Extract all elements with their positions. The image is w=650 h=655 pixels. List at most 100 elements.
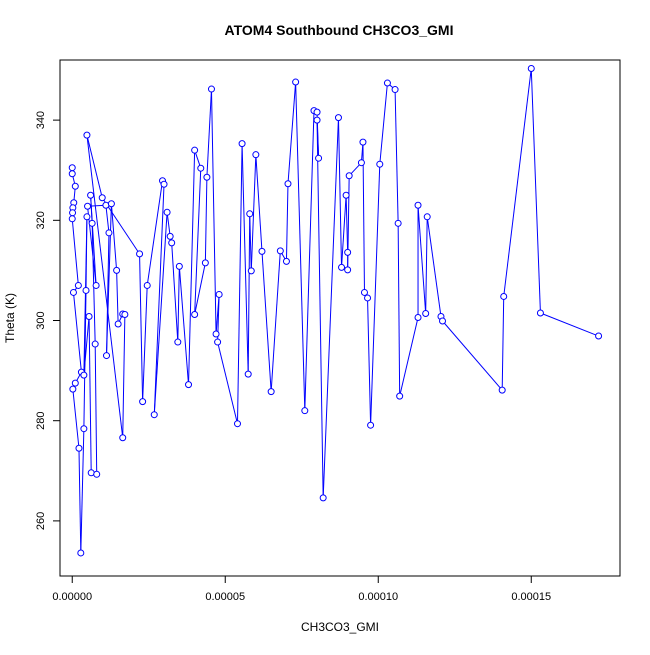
data-point bbox=[320, 495, 326, 501]
series-segment bbox=[286, 184, 288, 262]
data-point bbox=[234, 421, 240, 427]
data-point bbox=[285, 181, 291, 187]
data-point bbox=[358, 160, 364, 166]
data-point bbox=[245, 371, 251, 377]
data-point bbox=[247, 211, 253, 217]
series-segment bbox=[288, 82, 296, 184]
series-segment bbox=[380, 83, 388, 164]
data-point bbox=[176, 263, 182, 269]
series-segment bbox=[178, 266, 180, 342]
data-point bbox=[316, 155, 322, 161]
series-segment bbox=[371, 164, 380, 425]
data-point bbox=[415, 202, 421, 208]
data-point bbox=[70, 210, 76, 216]
data-point bbox=[76, 445, 82, 451]
series-segment bbox=[154, 184, 164, 414]
data-point bbox=[169, 240, 175, 246]
data-point bbox=[84, 132, 90, 138]
series-lines bbox=[72, 69, 598, 553]
data-point bbox=[365, 295, 371, 301]
x-tick-label: 0.00010 bbox=[358, 591, 398, 603]
series-segment bbox=[250, 214, 252, 271]
data-point bbox=[314, 109, 320, 115]
data-point bbox=[72, 380, 78, 386]
series-segment bbox=[342, 195, 347, 267]
data-point bbox=[302, 408, 308, 414]
data-point bbox=[314, 117, 320, 123]
data-point bbox=[415, 315, 421, 321]
series-segment bbox=[400, 318, 418, 397]
data-point bbox=[345, 249, 351, 255]
series-segment bbox=[189, 150, 195, 384]
data-point bbox=[395, 220, 401, 226]
series-segment bbox=[140, 254, 143, 402]
series-segment bbox=[143, 285, 148, 401]
series-segment bbox=[73, 389, 79, 448]
series-segment bbox=[211, 89, 216, 334]
data-point bbox=[253, 152, 259, 158]
data-point bbox=[361, 289, 367, 295]
data-point bbox=[268, 389, 274, 395]
data-point bbox=[92, 341, 98, 347]
data-point bbox=[335, 115, 341, 121]
data-point bbox=[248, 268, 254, 274]
series-segment bbox=[87, 135, 102, 198]
data-point bbox=[115, 321, 121, 327]
data-point bbox=[208, 86, 214, 92]
data-point bbox=[339, 264, 345, 270]
data-point bbox=[440, 318, 446, 324]
series-segment bbox=[368, 298, 371, 425]
data-point bbox=[215, 339, 221, 345]
data-point bbox=[198, 165, 204, 171]
data-point bbox=[283, 258, 289, 264]
data-point bbox=[501, 293, 507, 299]
data-point bbox=[72, 183, 78, 189]
data-point bbox=[108, 201, 114, 207]
data-point bbox=[104, 353, 110, 359]
data-point bbox=[81, 372, 87, 378]
series-segment bbox=[271, 251, 280, 392]
series-segment bbox=[117, 270, 119, 324]
series-segment bbox=[111, 204, 116, 271]
series-segment bbox=[323, 118, 338, 498]
data-point bbox=[86, 314, 92, 320]
y-tick-label: 320 bbox=[35, 211, 47, 229]
data-point bbox=[343, 192, 349, 198]
series-segment bbox=[167, 212, 170, 236]
series-segment bbox=[504, 69, 532, 297]
data-point bbox=[83, 287, 89, 293]
data-point bbox=[69, 216, 75, 222]
chart-title: ATOM4 Southbound CH3CO3_GMI bbox=[225, 22, 454, 38]
y-axis-label: Theta (K) bbox=[3, 293, 17, 343]
data-point bbox=[368, 422, 374, 428]
data-point bbox=[239, 141, 245, 147]
series-segment bbox=[398, 223, 400, 396]
series-segment bbox=[72, 219, 78, 286]
x-tick-label: 0.00000 bbox=[52, 591, 92, 603]
data-point bbox=[528, 66, 534, 72]
data-point bbox=[122, 311, 128, 317]
data-point bbox=[75, 282, 81, 288]
data-point bbox=[377, 161, 383, 167]
data-point bbox=[81, 426, 87, 432]
plot-frame bbox=[60, 60, 620, 576]
data-point bbox=[345, 267, 351, 273]
series-segment bbox=[426, 217, 428, 314]
series-segment bbox=[207, 89, 212, 177]
series-segment bbox=[73, 292, 81, 372]
series-segment bbox=[179, 266, 188, 384]
series-segment bbox=[172, 243, 178, 342]
data-point bbox=[88, 192, 94, 198]
x-axis-label: CH3CO3_GMI bbox=[301, 620, 379, 634]
data-point bbox=[151, 412, 157, 418]
data-point bbox=[216, 291, 222, 297]
series-segment bbox=[242, 144, 248, 374]
data-point bbox=[93, 282, 99, 288]
y-tick-label: 340 bbox=[35, 111, 47, 129]
data-point bbox=[423, 310, 429, 316]
series-segment bbox=[502, 296, 504, 390]
series-segment bbox=[346, 195, 348, 252]
data-point bbox=[70, 386, 76, 392]
series-segment bbox=[305, 111, 314, 411]
